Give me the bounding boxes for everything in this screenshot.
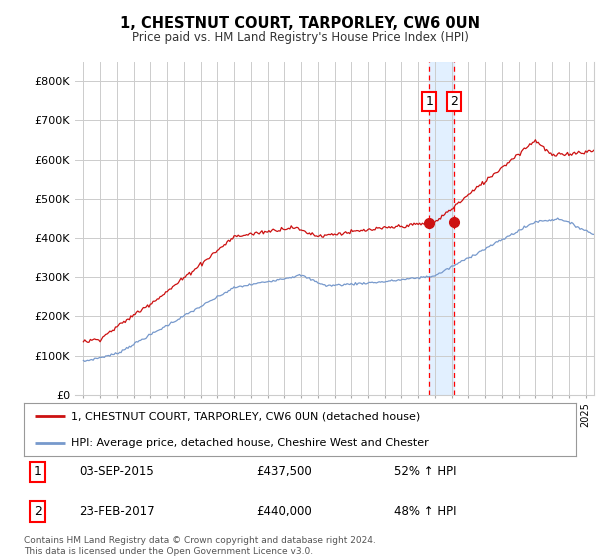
Text: 1, CHESTNUT COURT, TARPORLEY, CW6 0UN (detached house): 1, CHESTNUT COURT, TARPORLEY, CW6 0UN (d…: [71, 412, 420, 422]
Text: 48% ↑ HPI: 48% ↑ HPI: [394, 505, 457, 518]
Text: 52% ↑ HPI: 52% ↑ HPI: [394, 465, 457, 478]
Text: 2: 2: [34, 505, 42, 518]
Text: £440,000: £440,000: [256, 505, 311, 518]
Text: 23-FEB-2017: 23-FEB-2017: [79, 505, 155, 518]
Text: £437,500: £437,500: [256, 465, 311, 478]
Text: Price paid vs. HM Land Registry's House Price Index (HPI): Price paid vs. HM Land Registry's House …: [131, 31, 469, 44]
Text: 2: 2: [450, 95, 458, 108]
Bar: [430, 62, 454, 395]
Text: 03-SEP-2015: 03-SEP-2015: [79, 465, 154, 478]
Text: HPI: Average price, detached house, Cheshire West and Chester: HPI: Average price, detached house, Ches…: [71, 438, 428, 448]
Text: Contains HM Land Registry data © Crown copyright and database right 2024.
This d: Contains HM Land Registry data © Crown c…: [24, 536, 376, 556]
Text: 1: 1: [34, 465, 42, 478]
Text: 1: 1: [425, 95, 433, 108]
Text: 1, CHESTNUT COURT, TARPORLEY, CW6 0UN: 1, CHESTNUT COURT, TARPORLEY, CW6 0UN: [120, 16, 480, 31]
